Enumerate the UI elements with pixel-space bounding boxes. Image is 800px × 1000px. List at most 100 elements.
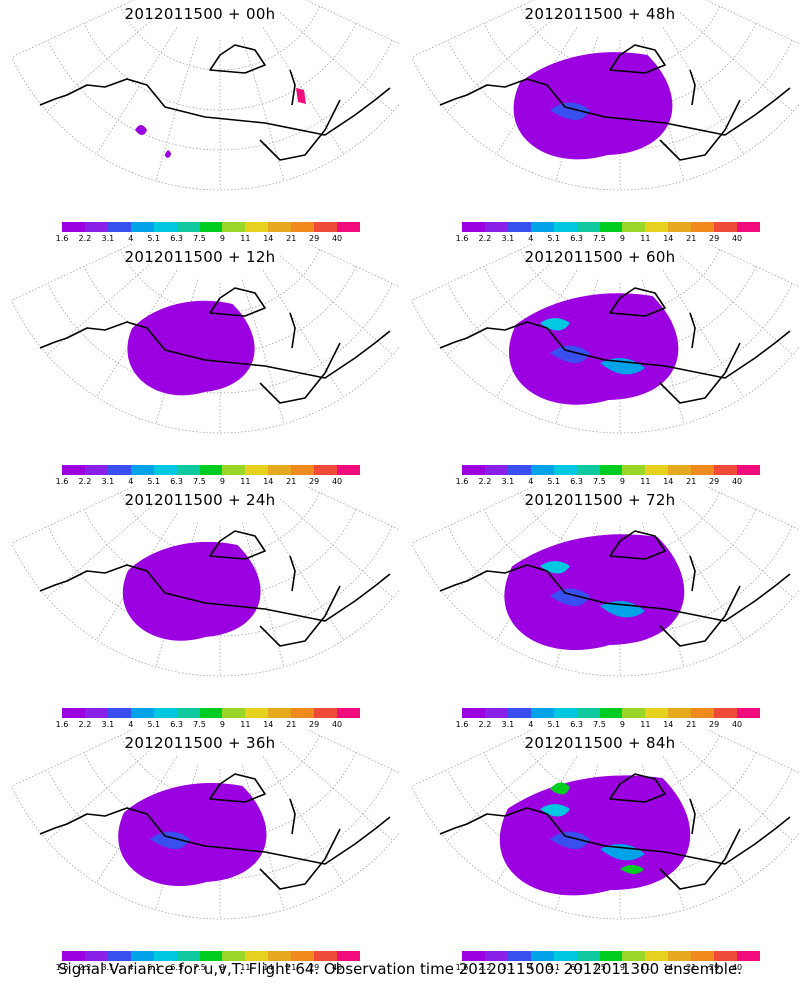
colorbar-tick-label: 40 — [331, 720, 343, 729]
colorbar-tick-label: 3.1 — [501, 477, 515, 486]
colorbar-swatch — [245, 708, 269, 718]
meridian-line — [279, 498, 394, 598]
colorbar-tick-label: 6.3 — [570, 234, 583, 243]
colorbar-swatch — [222, 708, 246, 718]
panel-title: 2012011500 + 12h — [124, 248, 276, 266]
colorbar-tick-label: 1.6 — [455, 234, 469, 243]
colorbar-swatch — [507, 465, 531, 475]
colorbar-tick-label: 2.2 — [478, 234, 492, 243]
colorbar-labels: 1.6 2.2 3.1 4 5.1 6.3 7.5 9 11 14 21 29 40 — [56, 477, 360, 487]
colorbar-swatch — [668, 465, 692, 475]
colorbar-swatch — [62, 708, 85, 718]
colorbar-tick-label: 29 — [309, 720, 320, 729]
colorbar-tick-label: 7.5 — [193, 720, 206, 729]
meridian-line — [242, 36, 285, 181]
colorbar-swatch — [484, 708, 508, 718]
colorbar-swatch — [176, 222, 200, 232]
colorbar-swatch — [737, 708, 760, 718]
colorbar-swatch — [337, 222, 360, 232]
polar-map — [11, 0, 400, 191]
colorbar — [462, 222, 760, 232]
forecast-panel: 2012011500 + 24h 1.6 2.2 3.1 4 5.1 6.3 7.5 9 11 14… — [0, 486, 400, 729]
colorbar-tick-label: 3.1 — [101, 477, 115, 486]
colorbar-labels: 1.6 2.2 3.1 4 5.1 6.3 7.5 9 11 14 21 29 40 — [456, 720, 760, 730]
colorbar-swatch — [176, 951, 200, 961]
colorbar-swatch — [199, 465, 223, 475]
meridian-line — [279, 741, 394, 841]
colorbar-tick-label: 7.5 — [593, 234, 606, 243]
colorbar-swatch — [291, 465, 315, 475]
colorbar-swatch — [62, 951, 85, 961]
meridian-line — [262, 756, 344, 884]
colorbar-swatch — [199, 222, 223, 232]
meridian-line — [679, 741, 794, 841]
forecast-panel: 2012011500 + 36h 1.6 2.2 3.1 4 5.1 6.3 7.5 9 11 14… — [0, 729, 400, 972]
latitude-line — [47, 769, 393, 880]
variance-contour — [127, 300, 255, 396]
colorbar-swatch — [622, 222, 646, 232]
colorbar-tick-label: 21 — [686, 963, 697, 972]
colorbar-swatch — [84, 465, 108, 475]
colorbar-tick-label: 29 — [309, 477, 320, 486]
colorbar-tick-label: 6.3 — [570, 477, 583, 486]
panel-title: 2012011500 + 72h — [524, 491, 676, 509]
colorbar-swatch — [62, 222, 85, 232]
colorbar-tick-label: 11 — [240, 234, 251, 243]
colorbar — [62, 708, 360, 718]
colorbar-tick-label: 29 — [309, 963, 320, 972]
latitude-line — [119, 492, 321, 557]
panel-title: 2012011500 + 60h — [524, 248, 676, 266]
coastline — [439, 287, 791, 404]
colorbar-labels: 1.6 2.2 3.1 4 5.1 6.3 7.5 9 11 14 21 29 40 — [56, 963, 360, 973]
colorbar-swatch — [530, 222, 554, 232]
colorbar — [62, 951, 360, 961]
latitude-line — [83, 23, 357, 111]
colorbar-swatch — [553, 465, 577, 475]
colorbar-swatch — [245, 951, 269, 961]
panel-title: 2012011500 + 36h — [124, 734, 276, 752]
colorbar-tick-label: 3.1 — [501, 720, 515, 729]
colorbar-swatch — [314, 951, 338, 961]
meridian-line — [304, 729, 400, 774]
colorbar-swatch — [107, 222, 131, 232]
colorbar-tick-label: 6.3 — [570, 720, 583, 729]
colorbar-swatch — [484, 465, 508, 475]
meridian-line — [446, 741, 561, 841]
colorbar-swatch — [314, 222, 338, 232]
latitude-line — [519, 249, 721, 314]
colorbar-swatch — [484, 222, 508, 232]
latitude-line — [119, 735, 321, 800]
coastline — [39, 530, 391, 647]
latitude-line — [47, 283, 393, 394]
variance-contour — [122, 541, 261, 641]
colorbar-tick-label: 1.6 — [55, 234, 69, 243]
colorbar-swatch — [222, 465, 246, 475]
colorbar-swatch — [222, 951, 246, 961]
colorbar-tick-label: 4 — [128, 477, 134, 486]
colorbar-swatch — [714, 708, 738, 718]
colorbar-tick-label: 6.3 — [570, 963, 583, 972]
meridian-line — [155, 36, 198, 181]
colorbar-tick-label: 14 — [663, 963, 674, 972]
colorbar-swatch — [314, 708, 338, 718]
meridian-line — [46, 12, 161, 112]
colorbar-tick-label: 7.5 — [593, 963, 606, 972]
colorbar-tick-label: 11 — [640, 477, 651, 486]
colorbar-swatch — [245, 222, 269, 232]
colorbar-swatch — [714, 222, 738, 232]
latitude-line — [83, 509, 357, 597]
latitude-line — [483, 509, 757, 597]
colorbar-tick-label: 21 — [686, 234, 697, 243]
colorbar-swatch — [130, 465, 154, 475]
colorbar-tick-label: 7.5 — [593, 720, 606, 729]
polar-map — [11, 243, 400, 434]
colorbar-tick-label: 14 — [263, 963, 274, 972]
colorbar-swatch — [645, 222, 669, 232]
colorbar-swatch — [737, 222, 760, 232]
figure-caption: Signal Variance for u,v,T. Flight 64. Ob… — [58, 960, 742, 978]
colorbar-tick-label: 9 — [619, 234, 625, 243]
meridian-line — [411, 243, 536, 301]
colorbar-labels: 1.6 2.2 3.1 4 5.1 6.3 7.5 9 11 14 21 29 40 — [56, 720, 360, 730]
variance-contour — [540, 561, 570, 574]
variance-contour — [118, 782, 267, 887]
